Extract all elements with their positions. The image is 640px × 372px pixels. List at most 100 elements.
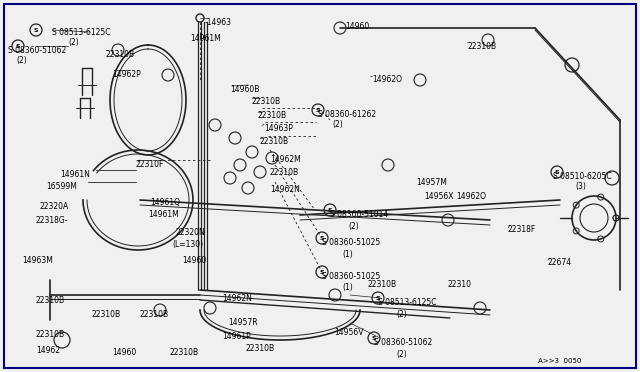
Text: S: S <box>555 170 559 174</box>
Circle shape <box>30 24 42 36</box>
Circle shape <box>474 302 486 314</box>
Text: (1): (1) <box>342 250 353 259</box>
Text: 14960: 14960 <box>112 348 136 357</box>
Circle shape <box>565 58 579 72</box>
Circle shape <box>482 34 494 46</box>
Circle shape <box>162 69 174 81</box>
Text: 14960: 14960 <box>182 256 206 265</box>
Text: (1): (1) <box>342 283 353 292</box>
Circle shape <box>551 166 563 178</box>
Circle shape <box>204 302 216 314</box>
Text: S 08360-51025: S 08360-51025 <box>322 238 380 247</box>
Text: 14962N: 14962N <box>270 185 300 194</box>
Circle shape <box>112 44 124 56</box>
Text: S 08513-6125C: S 08513-6125C <box>378 298 436 307</box>
Circle shape <box>414 74 426 86</box>
Text: 22310B: 22310B <box>246 344 275 353</box>
Text: 14962M: 14962M <box>270 155 301 164</box>
Circle shape <box>316 266 328 278</box>
Text: 22320A: 22320A <box>40 202 69 211</box>
Text: (2): (2) <box>348 222 359 231</box>
Circle shape <box>312 104 324 116</box>
Text: 14956V: 14956V <box>334 328 364 337</box>
Text: 14960B: 14960B <box>230 85 259 94</box>
Text: 14957M: 14957M <box>416 178 447 187</box>
Text: 22310B: 22310B <box>258 111 287 120</box>
Text: 14962O: 14962O <box>372 75 402 84</box>
Text: 14962N: 14962N <box>222 294 252 303</box>
Text: 22310B: 22310B <box>260 137 289 146</box>
Text: (2): (2) <box>332 120 343 129</box>
Text: 22310B: 22310B <box>468 42 497 51</box>
Text: S: S <box>320 269 324 275</box>
Text: 22310B: 22310B <box>270 168 299 177</box>
Circle shape <box>334 22 346 34</box>
Text: 22310B: 22310B <box>106 50 135 59</box>
Circle shape <box>254 166 266 178</box>
Text: (L=130): (L=130) <box>172 240 203 249</box>
Circle shape <box>382 159 394 171</box>
Circle shape <box>316 232 328 244</box>
Circle shape <box>329 289 341 301</box>
Text: 22310B: 22310B <box>368 280 397 289</box>
Text: 22320N: 22320N <box>175 228 205 237</box>
Text: (2): (2) <box>396 350 407 359</box>
Text: (2): (2) <box>396 310 407 319</box>
Text: (2): (2) <box>68 38 79 47</box>
Text: 14961N: 14961N <box>60 170 90 179</box>
Circle shape <box>246 146 258 158</box>
Text: A>>3  0050: A>>3 0050 <box>538 358 581 364</box>
Text: S 08360-51014: S 08360-51014 <box>330 210 388 219</box>
Text: 22310B: 22310B <box>92 310 121 319</box>
Text: S: S <box>320 235 324 241</box>
Text: 22310B: 22310B <box>140 310 169 319</box>
Text: S 08360-51062: S 08360-51062 <box>8 46 67 55</box>
Circle shape <box>605 171 619 185</box>
Text: 14962P: 14962P <box>112 70 141 79</box>
Text: S: S <box>316 108 320 112</box>
Text: 14956X: 14956X <box>424 192 454 201</box>
Text: 16599M: 16599M <box>46 182 77 191</box>
Circle shape <box>442 214 454 226</box>
Text: S 08360-61262: S 08360-61262 <box>318 110 376 119</box>
Text: 14961Q: 14961Q <box>150 198 180 207</box>
Text: 22310: 22310 <box>448 280 472 289</box>
Text: 14962O: 14962O <box>456 192 486 201</box>
Text: 22310B: 22310B <box>170 348 199 357</box>
Circle shape <box>154 304 166 316</box>
Text: S: S <box>34 28 38 32</box>
Text: 14962: 14962 <box>36 346 60 355</box>
Text: (2): (2) <box>16 56 27 65</box>
Text: (3): (3) <box>575 182 586 191</box>
Circle shape <box>368 332 380 344</box>
Circle shape <box>12 40 24 52</box>
Text: 14961M: 14961M <box>148 210 179 219</box>
Text: 14963P: 14963P <box>264 124 293 133</box>
Circle shape <box>242 182 254 194</box>
Text: S: S <box>376 295 380 301</box>
Text: S: S <box>372 336 376 340</box>
Circle shape <box>572 196 616 240</box>
Circle shape <box>54 332 70 348</box>
Circle shape <box>580 204 608 232</box>
Text: S: S <box>328 208 332 212</box>
Text: S 08510-6205C: S 08510-6205C <box>553 172 612 181</box>
Circle shape <box>224 172 236 184</box>
Text: S 08513-6125C: S 08513-6125C <box>52 28 111 37</box>
Circle shape <box>266 152 278 164</box>
Circle shape <box>372 292 384 304</box>
Text: 14960: 14960 <box>345 22 369 31</box>
Circle shape <box>234 159 246 171</box>
Text: 14961P: 14961P <box>222 332 251 341</box>
Text: 22318F: 22318F <box>508 225 536 234</box>
Text: S 08360-51062: S 08360-51062 <box>374 338 432 347</box>
Text: 14957R: 14957R <box>228 318 258 327</box>
Circle shape <box>324 204 336 216</box>
Circle shape <box>209 119 221 131</box>
Text: -14963: -14963 <box>205 18 232 27</box>
Text: 14963M: 14963M <box>22 256 53 265</box>
Text: S 08360-51025: S 08360-51025 <box>322 272 380 281</box>
Text: S: S <box>16 44 20 48</box>
Text: 22310F: 22310F <box>136 160 164 169</box>
Text: 22310B: 22310B <box>36 330 65 339</box>
